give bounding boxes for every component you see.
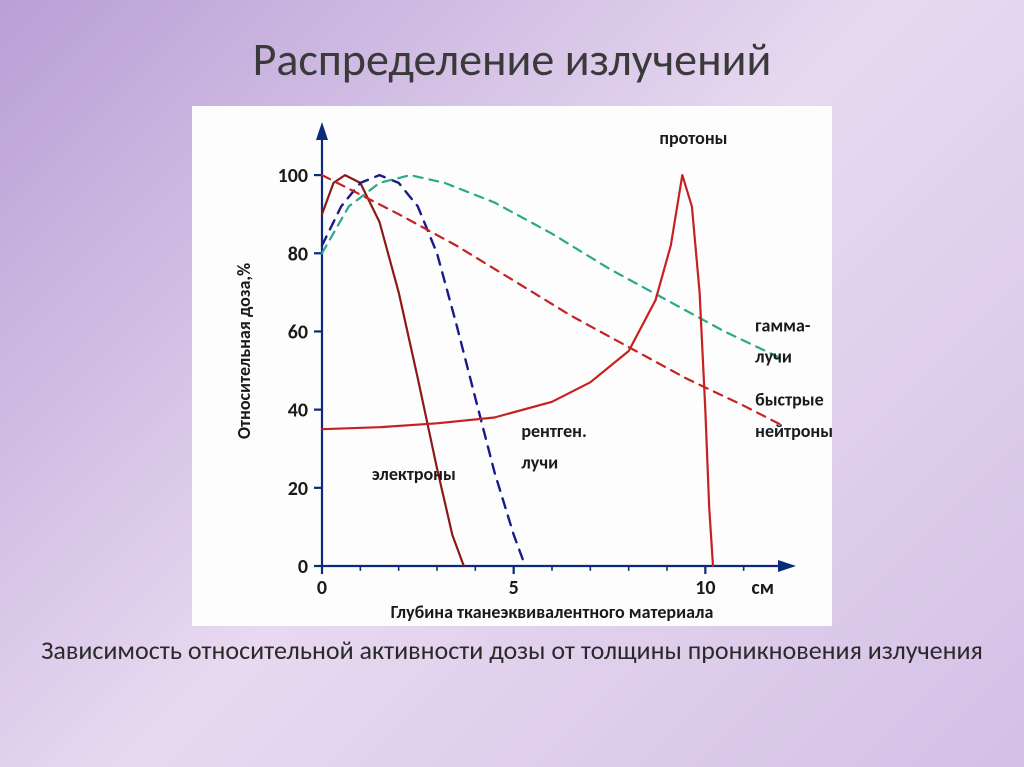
svg-text:5: 5 <box>509 576 519 600</box>
chart-svg: 0 20 40 60 80 100 0 5 10 см Глубина тканеэквивален… <box>192 106 832 626</box>
svg-text:80: 80 <box>288 242 308 266</box>
series-label-xray: лучи <box>521 451 558 473</box>
slide-title: Распределение излучений <box>0 0 1024 106</box>
series-label-neutrons: нейтроны <box>755 420 832 442</box>
series-label-protons: протоны <box>659 127 727 149</box>
series-label-xray: рентген. <box>521 420 586 442</box>
series-label-electrons: электроны <box>372 463 456 485</box>
svg-text:0: 0 <box>298 555 308 579</box>
svg-text:10: 10 <box>695 576 715 600</box>
svg-text:Глубина тканеэквивалентного ма: Глубина тканеэквивалентного материала <box>391 601 714 623</box>
series-label-gamma: лучи <box>755 346 792 368</box>
svg-text:100: 100 <box>278 164 308 188</box>
series-label-gamma: гамма- <box>755 314 810 336</box>
svg-text:см: см <box>751 576 774 600</box>
svg-text:Относительная доза,%: Относительная доза,% <box>233 263 255 439</box>
series-label-neutrons: быстрые <box>755 389 823 411</box>
svg-text:40: 40 <box>288 399 308 423</box>
depth-dose-chart: 0 20 40 60 80 100 0 5 10 см Глубина тканеэквивален… <box>192 106 832 626</box>
svg-text:0: 0 <box>317 576 327 600</box>
svg-text:60: 60 <box>288 320 308 344</box>
svg-text:20: 20 <box>288 477 308 501</box>
slide-caption: Зависимость относительной активности доз… <box>0 626 1024 667</box>
